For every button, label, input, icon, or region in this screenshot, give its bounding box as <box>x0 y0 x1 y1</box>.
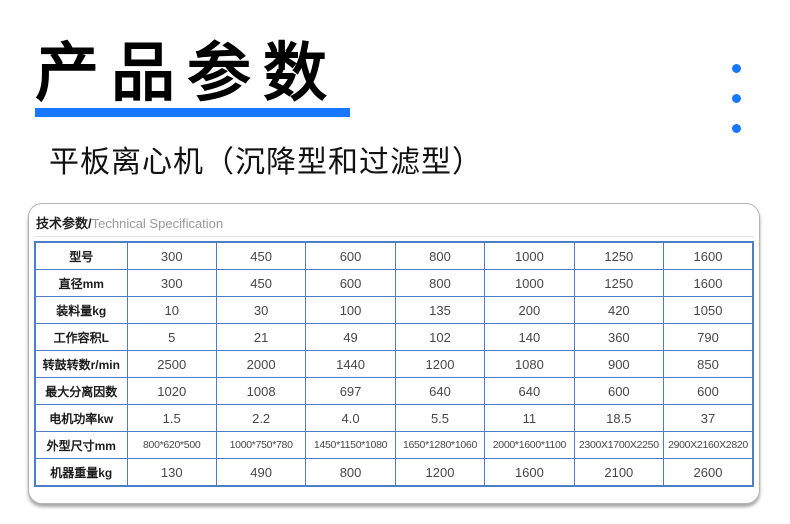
spec-cell: 420 <box>573 296 665 324</box>
spec-cell: 600 <box>305 241 396 270</box>
spec-cell: 1080 <box>484 350 575 378</box>
table-row: 直径mm 300 450 600 800 1000 1250 1600 <box>34 269 754 297</box>
table-row: 电机功率kw 1.5 2.2 4.0 5.5 11 18.5 37 <box>34 404 754 432</box>
spec-cell: 600 <box>663 377 754 405</box>
table-row: 最大分离因数 1020 1008 697 640 640 600 600 <box>34 377 754 405</box>
spec-cell: 1000*750*780 <box>215 431 307 459</box>
spec-cell: 697 <box>305 377 396 405</box>
spec-row-label: 机器重量kg <box>34 458 128 487</box>
spec-cell: 2.2 <box>215 404 307 432</box>
spec-cell: 800 <box>394 241 486 270</box>
dot-icon <box>732 64 741 73</box>
spec-row-label: 外型尺寸mm <box>34 431 128 459</box>
spec-cell: 2000*1600*1100 <box>484 431 575 459</box>
spec-cell: 5 <box>126 323 217 351</box>
page-title: 产品参数 <box>35 37 339 109</box>
spec-cell: 5.5 <box>394 404 486 432</box>
spec-cell: 850 <box>663 350 754 378</box>
spec-cell: 1250 <box>573 241 665 270</box>
spec-row-label: 电机功率kw <box>34 404 128 432</box>
spec-cell: 800 <box>394 269 486 297</box>
spec-row-label: 型号 <box>34 241 128 270</box>
spec-cell: 102 <box>394 323 486 351</box>
spec-cell: 135 <box>394 296 486 324</box>
spec-cell: 800 <box>305 458 396 487</box>
spec-cell: 1050 <box>663 296 754 324</box>
dot-icon <box>732 124 741 133</box>
table-row: 装料量kg 10 30 100 135 200 420 1050 <box>34 296 754 324</box>
spec-cell: 640 <box>484 377 575 405</box>
table-row: 机器重量kg 130 490 800 1200 1600 2100 2600 <box>34 458 754 487</box>
table-row: 转鼓转数r/min 2500 2000 1440 1200 1080 900 850 <box>34 350 754 378</box>
table-row: 外型尺寸mm 800*620*500 1000*750*780 1450*1150*1… <box>34 431 754 459</box>
spec-cell: 2100 <box>573 458 665 487</box>
spec-cell: 2000 <box>215 350 307 378</box>
spec-cell: 600 <box>573 377 665 405</box>
table-row: 工作容积L 5 21 49 102 140 360 790 <box>34 323 754 351</box>
spec-cell: 49 <box>305 323 396 351</box>
spec-cell: 130 <box>126 458 217 487</box>
spec-cell: 200 <box>484 296 575 324</box>
spec-cell: 1450*1150*1080 <box>305 431 396 459</box>
spec-cell: 30 <box>215 296 307 324</box>
spec-cell: 1250 <box>573 269 665 297</box>
spec-cell: 2500 <box>126 350 217 378</box>
spec-cell: 18.5 <box>573 404 665 432</box>
spec-cell: 1600 <box>663 241 754 270</box>
spec-row-label: 最大分离因数 <box>34 377 128 405</box>
page-subtitle: 平板离心机（沉降型和过滤型） <box>49 146 483 179</box>
spec-header-en: Technical Specification <box>91 216 224 231</box>
spec-cell: 300 <box>126 241 217 270</box>
spec-cell: 450 <box>215 241 307 270</box>
spec-cell: 1020 <box>126 377 217 405</box>
decor-dots <box>732 64 741 133</box>
spec-row-label: 直径mm <box>34 269 128 297</box>
spec-cell: 790 <box>663 323 754 351</box>
spec-cell: 450 <box>215 269 307 297</box>
spec-cell: 2900X2160X2820 <box>663 431 754 459</box>
spec-cell: 37 <box>663 404 754 432</box>
spec-cell: 1008 <box>215 377 307 405</box>
spec-cell: 1000 <box>484 241 575 270</box>
spec-cell: 640 <box>394 377 486 405</box>
spec-cell: 1200 <box>394 350 486 378</box>
spec-cell: 2600 <box>663 458 754 487</box>
spec-cell: 11 <box>484 404 575 432</box>
spec-cell: 900 <box>573 350 665 378</box>
spec-row-label: 装料量kg <box>34 296 128 324</box>
spec-cell: 300 <box>126 269 217 297</box>
spec-cell: 1000 <box>484 269 575 297</box>
spec-row-label: 工作容积L <box>34 323 128 351</box>
dot-icon <box>732 94 741 103</box>
spec-cell: 4.0 <box>305 404 396 432</box>
spec-cell: 1650*1280*1060 <box>394 431 486 459</box>
spec-cell: 360 <box>573 323 665 351</box>
spec-cell: 800*620*500 <box>126 431 217 459</box>
spec-table: 型号 300 450 600 800 1000 1250 1600 直径mm 300 450 600 8… <box>34 241 754 487</box>
spec-cell: 10 <box>126 296 217 324</box>
spec-card-header: 技术参数/Technical Specification <box>34 204 754 237</box>
title-underline-bar <box>35 108 350 117</box>
table-row: 型号 300 450 600 800 1000 1250 1600 <box>34 241 754 270</box>
spec-cell: 140 <box>484 323 575 351</box>
spec-cell: 1600 <box>663 269 754 297</box>
spec-cell: 2300X1700X2250 <box>573 431 665 459</box>
spec-cell: 490 <box>215 458 307 487</box>
spec-cell: 1440 <box>305 350 396 378</box>
spec-cell: 600 <box>305 269 396 297</box>
spec-cell: 1.5 <box>126 404 217 432</box>
spec-cell: 1600 <box>484 458 575 487</box>
spec-table-body: 型号 300 450 600 800 1000 1250 1600 直径mm 300 450 600 8… <box>34 241 754 487</box>
spec-header-zh: 技术参数/ <box>36 216 92 231</box>
spec-cell: 1200 <box>394 458 486 487</box>
spec-row-label: 转鼓转数r/min <box>34 350 128 378</box>
spec-cell: 100 <box>305 296 396 324</box>
spec-card: 技术参数/Technical Specification 型号 300 450 600… <box>28 203 760 504</box>
spec-cell: 21 <box>215 323 307 351</box>
